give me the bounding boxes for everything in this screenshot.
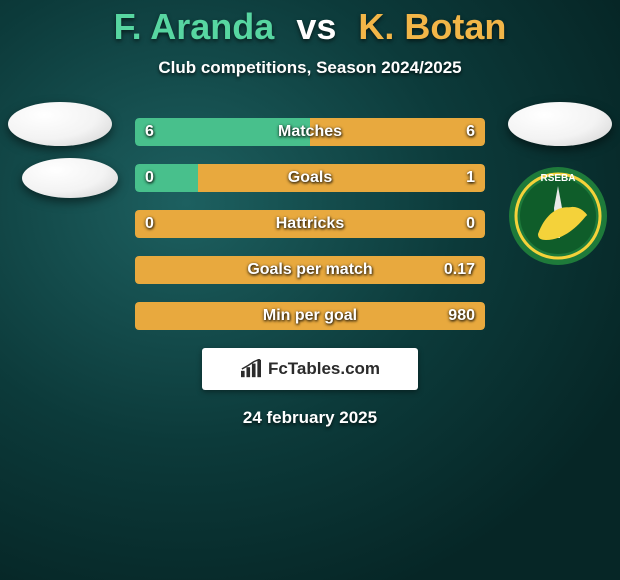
bar-label: Matches bbox=[135, 118, 485, 146]
bar-label: Hattricks bbox=[135, 210, 485, 238]
subtitle: Club competitions, Season 2024/2025 bbox=[0, 58, 620, 78]
bar-value-right: 0 bbox=[466, 210, 475, 238]
bar-label: Min per goal bbox=[135, 302, 485, 330]
bar-value-right: 980 bbox=[448, 302, 475, 330]
stat-row: Hattricks0 0 bbox=[135, 210, 485, 238]
flag-left-placeholder bbox=[22, 158, 118, 198]
brand-text: FcTables.com bbox=[268, 359, 380, 379]
title-player1: F. Aranda bbox=[114, 6, 275, 47]
stat-row: Min per goal980 bbox=[135, 302, 485, 330]
bar-value-right: 1 bbox=[466, 164, 475, 192]
bar-label: Goals per match bbox=[135, 256, 485, 284]
bar-label: Goals bbox=[135, 164, 485, 192]
bar-value-left: 0 bbox=[145, 210, 154, 238]
bar-chart-icon bbox=[240, 359, 262, 379]
bar-value-left: 0 bbox=[145, 164, 154, 192]
title-player2: K. Botan bbox=[358, 6, 506, 47]
stat-bars: Matches66Goals01Hattricks00Goals per mat… bbox=[135, 118, 485, 330]
stat-row: Matches6 6 bbox=[135, 118, 485, 146]
title-vs: vs bbox=[296, 6, 336, 47]
stat-row: Goals per match0.17 bbox=[135, 256, 485, 284]
brand-box: FcTables.com bbox=[202, 348, 418, 390]
date-text: 24 february 2025 bbox=[0, 408, 620, 428]
bar-value-right: 0.17 bbox=[444, 256, 475, 284]
page-title: F. Aranda vs K. Botan bbox=[0, 0, 620, 48]
club-badge-right-top-placeholder bbox=[508, 102, 612, 146]
bar-value-right: 6 bbox=[466, 118, 475, 146]
stat-row: Goals0 1 bbox=[135, 164, 485, 192]
badge-right-text: RSEBA bbox=[540, 173, 575, 184]
bar-value-left: 6 bbox=[145, 118, 154, 146]
club-badge-right: RSEBA bbox=[508, 166, 608, 266]
club-badge-left-placeholder bbox=[8, 102, 112, 146]
stats-section: RSEBA Matches66Goals01Hattricks00Goals p… bbox=[0, 118, 620, 330]
